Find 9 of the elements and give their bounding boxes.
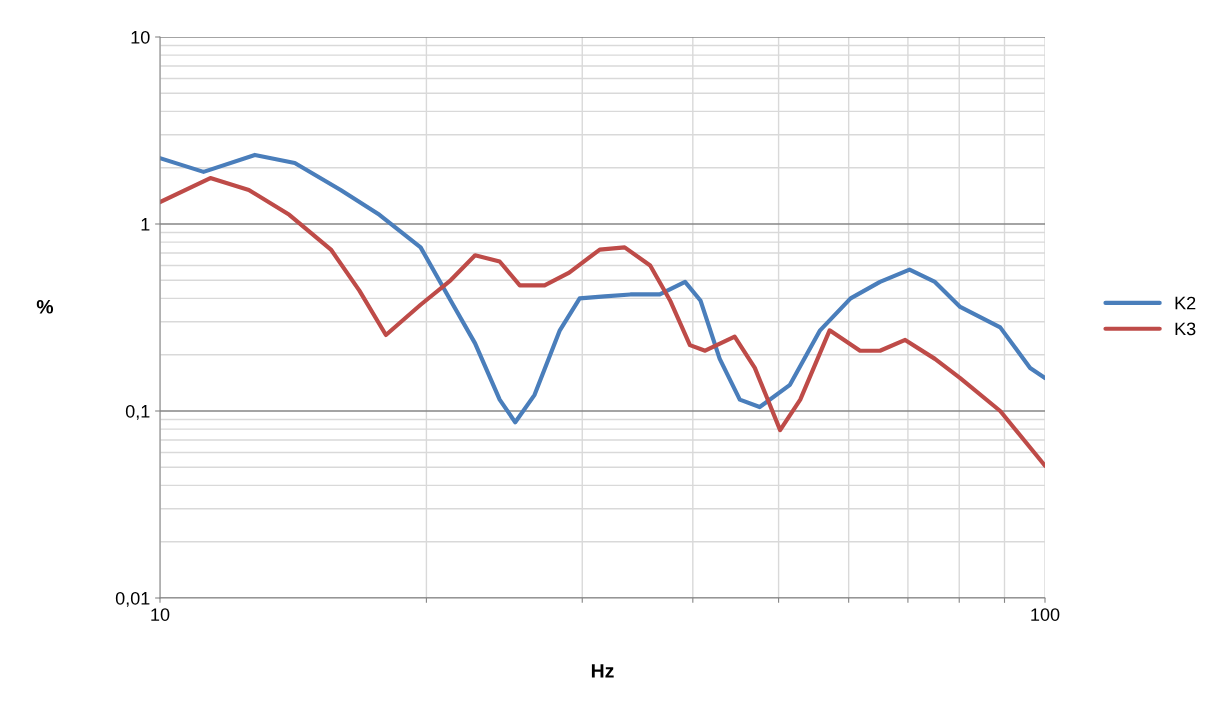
- y-axis-title: %: [36, 299, 54, 314]
- legend-label: K3: [1175, 322, 1196, 336]
- y-tick-label: 0,01: [115, 591, 150, 607]
- legend-label: K2: [1175, 296, 1196, 310]
- y-tick-label: 0,1: [125, 404, 150, 420]
- x-tick-label: 100: [1031, 608, 1060, 621]
- y-tick-label: 1: [141, 218, 150, 231]
- x-axis-title: Hz: [591, 664, 614, 678]
- y-tick-label: 10: [131, 30, 150, 44]
